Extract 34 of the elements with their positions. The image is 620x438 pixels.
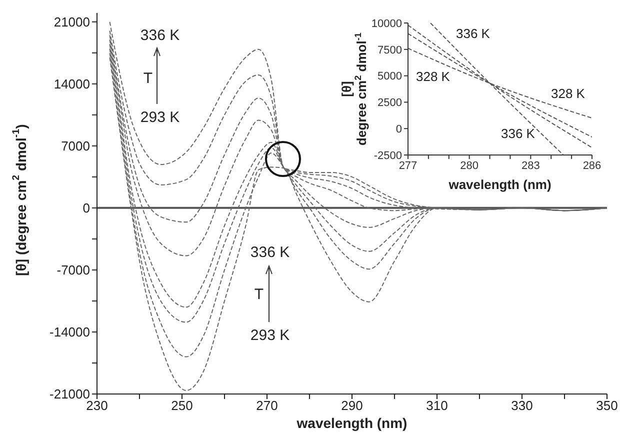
y-tick-label: 0 (82, 200, 90, 216)
x-tick-label: 270 (256, 398, 278, 414)
y-tick-label: 2500 (378, 97, 402, 110)
annotation: 293 K (140, 109, 180, 126)
y-tick-label: 5000 (378, 70, 402, 83)
y-tick-label: 10000 (371, 18, 402, 30)
x-axis-title: wavelength (nm) (296, 415, 408, 431)
annotation: 328 K (416, 69, 450, 84)
y-tick-label: 21000 (54, 14, 90, 30)
y-tick-label: -14000 (50, 324, 90, 340)
y-tick-label: 14000 (54, 76, 90, 92)
annotation: 336 K (456, 26, 490, 42)
x-tick-label: 250 (171, 398, 193, 414)
annotation: 293 K (250, 327, 290, 344)
y-tick-label: 7500 (378, 44, 402, 56)
annotation: T (254, 286, 264, 303)
x-tick-label: 286 (582, 160, 602, 172)
annotation: 328 K (551, 86, 586, 102)
x-axis-title: wavelength (nm) (448, 177, 552, 192)
x-tick-label: 277 (398, 160, 418, 172)
y-tick-label: -2500 (374, 150, 402, 162)
x-tick-label: 350 (596, 398, 618, 414)
x-tick-label: 280 (460, 160, 479, 172)
annotation: 336 K (140, 27, 180, 44)
x-tick-label: 290 (341, 398, 363, 414)
annotation: T (143, 70, 153, 87)
annotation: 336 K (250, 244, 290, 261)
x-tick-label: 330 (511, 398, 533, 414)
annotation: 336 K (501, 126, 536, 142)
x-tick-label: 283 (521, 160, 540, 172)
x-tick-label: 310 (426, 398, 448, 414)
y-tick-label: 7000 (61, 138, 90, 154)
y-tick-label: 0 (396, 124, 402, 136)
y-tick-label: -7000 (56, 262, 90, 278)
